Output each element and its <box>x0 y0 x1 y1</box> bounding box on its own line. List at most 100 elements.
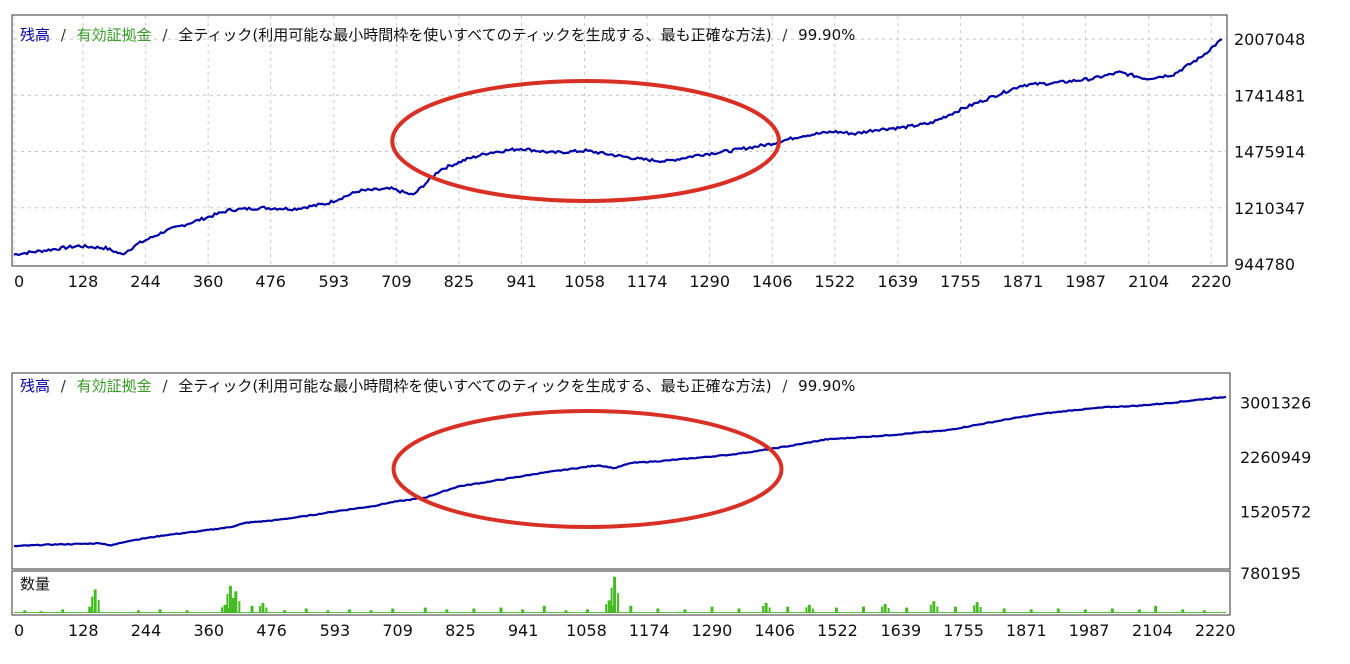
volume-bar <box>261 603 265 613</box>
volume-bar <box>234 591 238 613</box>
top-x-tick-label: 1639 <box>878 272 919 291</box>
equity-legend: 有効証拠金 <box>77 26 152 44</box>
volume-bar <box>265 607 268 613</box>
bottom-y-tick-label: 780195 <box>1240 564 1301 583</box>
top-y-tick-label: 1741481 <box>1234 86 1305 105</box>
volume-bar <box>88 606 92 613</box>
volume-bar <box>91 596 94 613</box>
volume-bar <box>768 607 771 613</box>
volume-bar <box>611 606 614 613</box>
volume-bar <box>158 609 162 613</box>
top-x-tick-label: 593 <box>319 272 350 291</box>
volume-bar <box>737 608 741 613</box>
volume-x-tick-label: 360 <box>194 621 225 640</box>
legend-separator: / <box>782 26 788 44</box>
volume-bar <box>975 602 979 613</box>
legend-separator: / <box>162 26 168 44</box>
volume-bar <box>1137 609 1141 613</box>
volume-x-tick-label: 1290 <box>692 621 733 640</box>
top-chart-grid <box>13 16 1226 265</box>
bottom-y-tick-label: 3001326 <box>1240 394 1311 413</box>
volume-bar <box>564 610 568 613</box>
top-x-tick-label: 360 <box>193 272 224 291</box>
volume-bar <box>226 594 229 613</box>
volume-x-tick-label: 1871 <box>1006 621 1047 640</box>
top-legend: 残高 / 有効証拠金 / 全ティック(利用可能な最小時間枠を使いすべてのティック… <box>20 26 855 44</box>
volume-x-axis: 0 128 244 360 476 593 709 825 941 1058 1174 1290 140… <box>14 621 1236 640</box>
volume-x-tick-label: 1406 <box>754 621 795 640</box>
bottom-legend: 残高 / 有効証拠金 / 全ティック(利用可能な最小時間枠を使いすべてのティック… <box>20 377 855 395</box>
volume-bar <box>973 605 976 613</box>
top-x-tick-label: 2104 <box>1128 272 1169 291</box>
bottom-annotation-ellipse <box>391 409 784 529</box>
volume-x-tick-label: 476 <box>256 621 287 640</box>
volume-bar <box>613 576 617 613</box>
quality-value: 99.90% <box>798 26 855 44</box>
top-x-tick-label: 1290 <box>689 272 730 291</box>
volume-bar <box>499 607 503 613</box>
volume-bar <box>238 601 241 613</box>
volume-bar <box>136 610 140 613</box>
top-x-tick-label: 2220 <box>1191 272 1232 291</box>
volume-bar <box>1110 608 1114 613</box>
volume-x-tick-label: 709 <box>382 621 413 640</box>
volume-bar <box>185 610 189 613</box>
volume-bar <box>1029 609 1033 613</box>
top-y-axis: 2007048 1741481 1475914 1210347 944780 <box>1234 30 1305 274</box>
top-x-tick-label: 1058 <box>564 272 605 291</box>
volume-bar <box>979 607 982 613</box>
top-x-tick-label: 1871 <box>1003 272 1044 291</box>
top-y-tick-label: 1210347 <box>1234 199 1305 218</box>
top-annotation-ellipse <box>390 79 782 203</box>
volume-bar <box>283 610 287 613</box>
volume-bar <box>423 607 427 613</box>
volume-bar <box>232 598 235 613</box>
volume-bar <box>887 608 890 613</box>
volume-x-tick-label: 2220 <box>1195 621 1236 640</box>
volume-bar <box>936 606 939 613</box>
volume-bar <box>231 597 234 613</box>
top-x-tick-label: 709 <box>381 272 412 291</box>
volume-bar <box>1202 610 1206 613</box>
volume-bar <box>1154 605 1158 613</box>
volume-x-tick-label: 244 <box>131 621 162 640</box>
volume-label: 数量 <box>20 575 50 593</box>
volume-bar <box>61 609 65 613</box>
volume-bar <box>861 606 865 613</box>
top-x-tick-label: 1174 <box>627 272 668 291</box>
volume-bar <box>250 605 254 613</box>
volume-bar <box>39 611 43 613</box>
volume-bar <box>811 608 814 613</box>
bottom-y-axis: 3001326 2260949 1520572 780195 <box>1240 394 1311 583</box>
legend-separator: / <box>61 377 67 395</box>
legend-separator: / <box>61 26 67 44</box>
volume-x-tick-label: 941 <box>508 621 539 640</box>
top-chart: 残高 / 有効証拠金 / 全ティック(利用可能な最小時間枠を使いすべてのティック… <box>11 14 1305 291</box>
top-x-tick-label: 0 <box>14 272 24 291</box>
volume-bar <box>258 606 261 613</box>
volume-bar <box>223 604 227 613</box>
volume-bar <box>391 608 395 613</box>
volume-bar <box>762 606 765 613</box>
bottom-chart: 残高 / 有効証拠金 / 全ティック(利用可能な最小時間枠を使いすべてのティック… <box>11 372 1311 583</box>
volume-baseline <box>14 612 1226 613</box>
volume-bar <box>521 609 525 613</box>
top-y-tick-label: 2007048 <box>1234 30 1305 49</box>
volume-bar <box>228 585 232 613</box>
volume-bar <box>881 606 884 613</box>
volume-chart-frame <box>11 570 1231 616</box>
volume-bar <box>605 604 608 613</box>
volume-bar <box>304 608 308 613</box>
volume-bar <box>97 600 100 613</box>
top-x-tick-label: 476 <box>255 272 286 291</box>
volume-x-tick-label: 0 <box>14 621 24 640</box>
volume-x-tick-label: 825 <box>445 621 476 640</box>
volume-bar <box>369 610 373 613</box>
volume-bar <box>883 603 887 613</box>
top-x-tick-label: 128 <box>68 272 99 291</box>
bottom-y-tick-label: 1520572 <box>1240 503 1311 522</box>
volume-bars <box>14 576 1226 613</box>
top-x-tick-label: 941 <box>506 272 537 291</box>
bottom-y-tick-label: 2260949 <box>1240 448 1311 467</box>
